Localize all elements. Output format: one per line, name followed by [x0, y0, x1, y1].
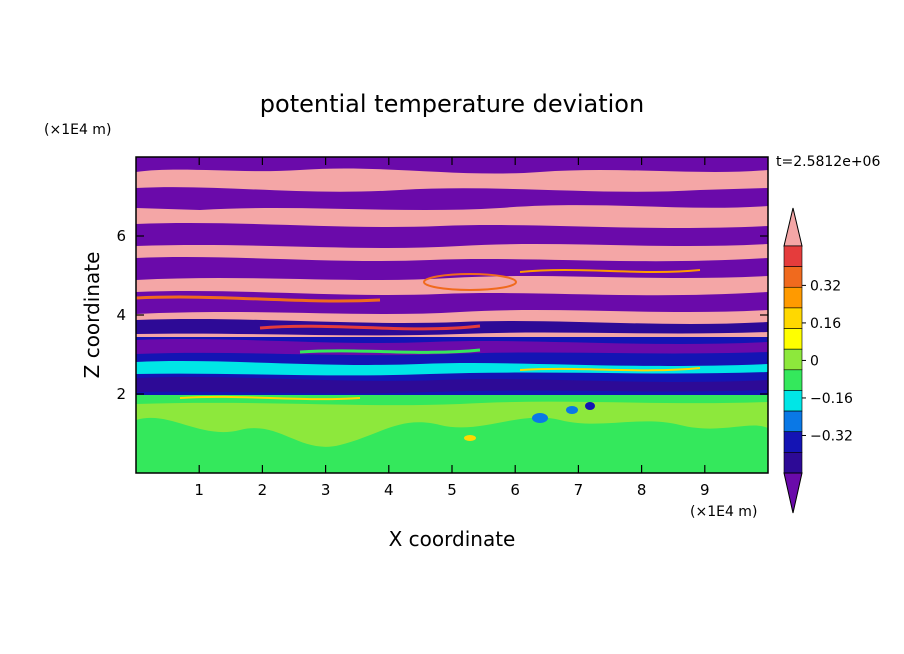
colorbar: 0.32 0.16 0 −0.16 −0.32 [783, 207, 853, 514]
colorbar-swatch [783, 369, 803, 391]
x-axis-ticks: 1 2 3 4 5 6 7 8 9 [194, 157, 710, 499]
colorbar-extend-bottom [783, 472, 803, 514]
x-axis-label: X coordinate [389, 527, 516, 551]
x-tick-label: 1 [194, 481, 204, 499]
x-unit-label: (×1E4 m) [690, 504, 757, 520]
y-axis-label: Z coordinate [80, 252, 104, 379]
colorbar-tick-label: −0.32 [810, 428, 853, 444]
colorbar-swatch [783, 410, 803, 433]
x-tick-label: 6 [510, 481, 520, 499]
colorbar-swatch [783, 431, 803, 453]
colorbar-swatch [783, 266, 803, 288]
x-tick-label: 5 [447, 481, 457, 499]
y-unit-label: (×1E4 m) [44, 122, 111, 138]
chart-title: potential temperature deviation [260, 90, 644, 118]
colorbar-tick-label: −0.16 [810, 391, 853, 407]
colorbar-swatch [783, 245, 803, 267]
time-label: t=2.5812e+06 [776, 154, 880, 170]
colorbar-swatch [783, 348, 803, 371]
x-tick-label: 8 [637, 481, 647, 499]
x-tick-label: 7 [574, 481, 584, 499]
colorbar-swatch [783, 452, 803, 474]
y-tick-label: 4 [116, 306, 126, 324]
colorbar-swatch [783, 286, 803, 309]
colorbar-swatch [783, 390, 803, 412]
colorbar-swatch [783, 307, 803, 329]
x-tick-label: 9 [700, 481, 710, 499]
y-tick-label: 6 [116, 227, 126, 245]
x-tick-label: 4 [384, 481, 394, 499]
x-tick-label: 2 [258, 481, 268, 499]
x-tick-label: 3 [321, 481, 331, 499]
y-tick-label: 2 [116, 385, 126, 403]
y-axis-ticks: 2 4 6 [116, 227, 768, 403]
colorbar-swatch [783, 328, 803, 350]
colorbar-tick-label: 0 [810, 353, 819, 369]
contour-field [136, 157, 768, 473]
colorbar-tick-label: 0.16 [810, 316, 841, 332]
colorbar-extend-top [783, 207, 803, 247]
colorbar-tick-label: 0.32 [810, 278, 841, 294]
